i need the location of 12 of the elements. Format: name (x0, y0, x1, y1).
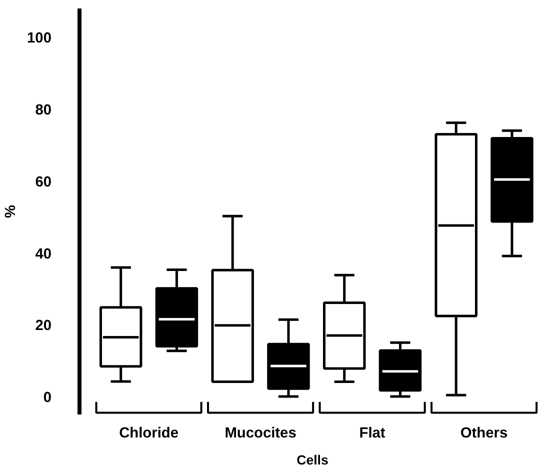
y-tick-label: 40 (35, 246, 52, 262)
y-tick-label: 100 (27, 30, 52, 47)
y-tick-label: 80 (35, 102, 52, 119)
y-tick-label: 20 (35, 318, 52, 334)
x-tick-label: Chloride (119, 426, 179, 442)
x-tick-label: Others (460, 426, 508, 442)
y-tick-label: 0 (43, 390, 52, 406)
y-tick-label: 60 (35, 174, 52, 190)
x-tick-label: Mucocites (224, 426, 296, 442)
x-axis-title: Cells (296, 452, 328, 468)
x-tick-label: Flat (359, 426, 386, 442)
y-axis-title: % (3, 204, 20, 218)
